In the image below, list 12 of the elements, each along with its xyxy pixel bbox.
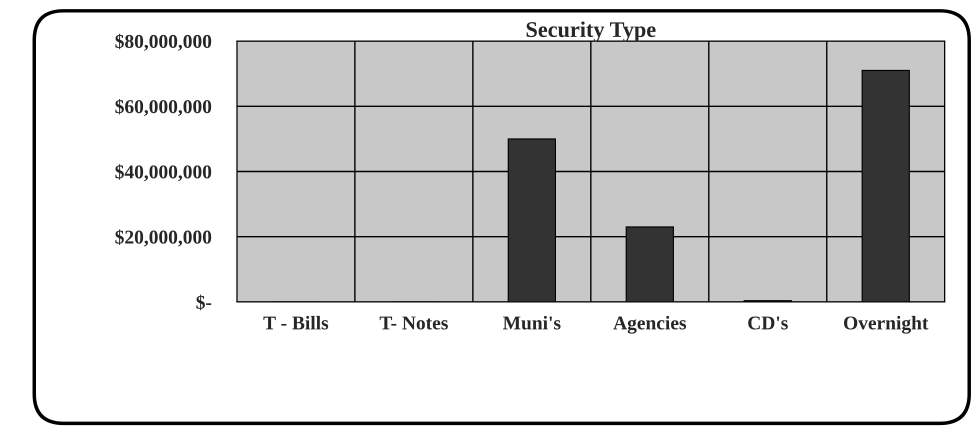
y-tick-label: $80,000,000	[115, 34, 212, 51]
x-tick-label: T- Notes	[380, 316, 448, 330]
y-tick-label: $60,000,000	[115, 98, 212, 116]
chart-title: Security Type	[526, 21, 656, 42]
x-tick-label: Agencies	[613, 316, 686, 334]
y-tick-label: $20,000,000	[115, 229, 212, 246]
x-tick-label: CD's	[748, 316, 788, 330]
y-tick-label: $40,000,000	[115, 164, 212, 182]
x-tick-label: Muni's	[502, 316, 561, 330]
x-tick-label: Overnight	[844, 316, 928, 334]
y-tick-label: $-	[196, 294, 212, 310]
x-tick-label: T - Bills	[263, 316, 328, 330]
